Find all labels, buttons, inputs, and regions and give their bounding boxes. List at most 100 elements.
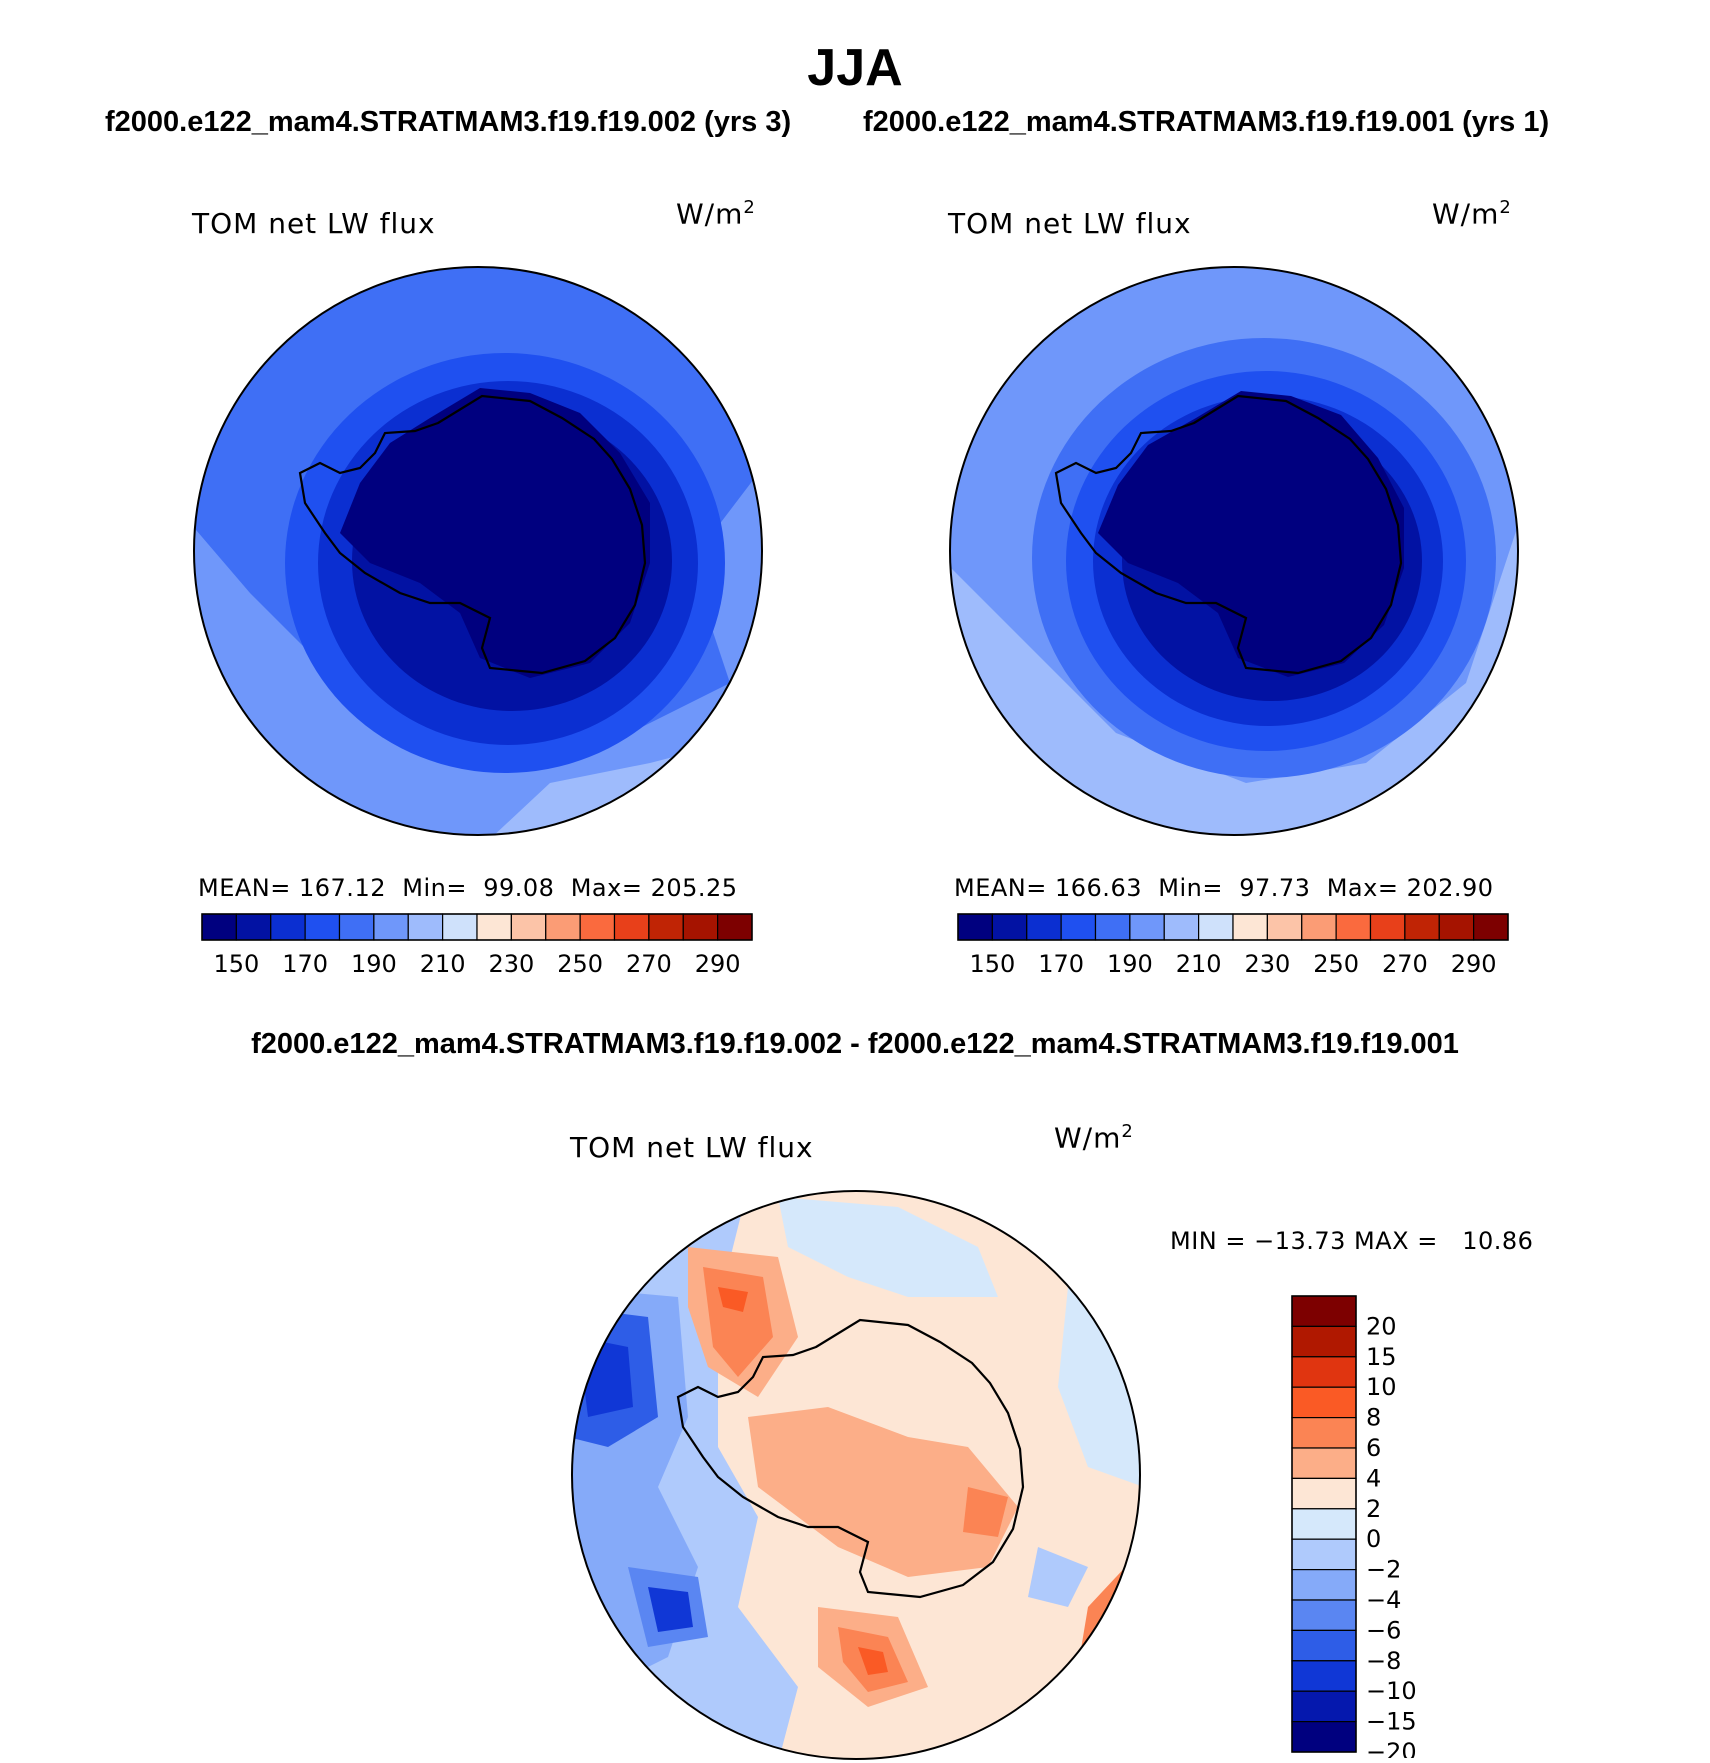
colorbar2-tick-label: 250: [1313, 950, 1359, 978]
colorbar1-tick-label: 230: [488, 950, 534, 978]
colorbar2-frame: [957, 913, 1509, 941]
colorbar3-tick-label: 4: [1366, 1464, 1381, 1492]
colorbar2-swatch: [1198, 913, 1234, 941]
colorbar1-swatch: [442, 913, 478, 941]
colorbar3-tick-label: 10: [1366, 1373, 1397, 1401]
colorbar1-swatch: [613, 913, 650, 941]
colorbar3-swatch: [1291, 1295, 1357, 1327]
plot1-stats: MEAN= 167.12 Min= 99.08 Max= 205.25: [198, 874, 738, 902]
plot3-stats: MIN = −13.73 MAX = 10.86: [1170, 1227, 1534, 1255]
colorbar1-frame: [201, 913, 753, 941]
plot3-region-nw-pos-8: [718, 1287, 748, 1312]
plot2-coastline: [1054, 394, 1403, 675]
colorbar2-tick-label: 230: [1244, 950, 1290, 978]
colorbar1-swatch: [201, 913, 237, 941]
colorbar1-swatch: [545, 913, 581, 941]
colorbar3-tick-label: −15: [1366, 1708, 1417, 1736]
plot3-coastline: [676, 1318, 1025, 1599]
colorbar1-swatch: [682, 913, 719, 941]
colorbar1-tick-label: 270: [626, 950, 672, 978]
colorbar3-tick-label: −2: [1366, 1556, 1401, 1584]
colorbar3-tick-label: 20: [1366, 1312, 1397, 1340]
colorbar3-swatch: [1291, 1660, 1357, 1692]
colorbar1-swatch: [407, 913, 444, 941]
colorbar2-swatch: [1473, 913, 1509, 941]
case-title-right: f2000.e122_mam4.STRATMAM3.f19.f19.001 (y…: [863, 106, 1550, 138]
colorbar2-swatch: [1438, 913, 1475, 941]
colorbar2-tick-label: 210: [1176, 950, 1222, 978]
case-title-left: f2000.e122_mam4.STRATMAM3.f19.f19.002 (y…: [105, 106, 792, 138]
colorbar3-swatch: [1291, 1447, 1357, 1479]
colorbar2-swatch: [1129, 913, 1165, 941]
colorbar2-swatch: [1232, 913, 1268, 941]
colorbar1-swatch: [510, 913, 547, 941]
colorbar3-tick-label: −10: [1366, 1677, 1417, 1705]
colorbar1-tick-label: 210: [420, 950, 466, 978]
colorbar2-swatch: [1404, 913, 1440, 941]
plot3-region-north-neg-2: [778, 1197, 998, 1297]
plot1-map-border: [193, 266, 763, 836]
colorbar2-swatch: [957, 913, 993, 941]
plot3-units: W/m2: [1054, 1121, 1134, 1155]
colorbar1-tick-label: 250: [557, 950, 603, 978]
colorbar1-swatch: [235, 913, 272, 941]
colorbar1-tick-label: 150: [213, 950, 259, 978]
colorbar3-swatch: [1291, 1538, 1357, 1571]
colorbar2-swatch: [991, 913, 1028, 941]
colorbar2-tick-label: 150: [969, 950, 1015, 978]
plot2-colorbar: 150 170 190 210 230 250 270 290: [957, 913, 1509, 978]
plot1-colorbar: 150 170 190 210 230 250 270 290: [201, 913, 753, 978]
colorbar3-tick-label: 2: [1366, 1495, 1381, 1523]
colorbar2-swatch: [1163, 913, 1200, 941]
colorbar1-tick-label: 170: [282, 950, 328, 978]
plot3-region-south-pos-8: [858, 1647, 888, 1675]
colorbar1-swatch: [717, 913, 753, 941]
plot1-coastline: [298, 394, 647, 675]
colorbar1-swatch: [373, 913, 409, 941]
plot2-map: [949, 266, 1519, 836]
plot2-title: TOM net LW flux: [948, 207, 1192, 240]
colorbar1-swatch: [270, 913, 306, 941]
colorbar3-swatch: [1291, 1721, 1357, 1753]
colorbar2-swatch: [1369, 913, 1406, 941]
colorbar3-tick-label: −6: [1366, 1616, 1401, 1644]
plot3-region-east-pos-6: [963, 1487, 1008, 1537]
colorbar3-swatch: [1291, 1356, 1357, 1388]
plot2-map-border: [949, 266, 1519, 836]
colorbar3-swatch: [1291, 1386, 1357, 1419]
diff-title: f2000.e122_mam4.STRATMAM3.f19.f19.002 - …: [251, 1028, 1459, 1060]
colorbar3-swatch: [1291, 1508, 1357, 1540]
colorbar3-swatch: [1291, 1690, 1357, 1723]
colorbar1-tick-label: 290: [695, 950, 741, 978]
colorbar2-swatch: [1026, 913, 1062, 941]
colorbar2-swatch: [1060, 913, 1097, 941]
colorbar2-tick-label: 270: [1382, 950, 1428, 978]
main-title: JJA: [807, 39, 903, 97]
plot2-stats: MEAN= 166.63 Min= 97.73 Max= 202.90: [954, 874, 1494, 902]
colorbar3-swatch: [1291, 1416, 1357, 1449]
colorbar3-tick-label: −20: [1366, 1738, 1417, 1758]
plot2-region-interior: [1098, 391, 1404, 677]
plot3-region-east-neg-4: [1028, 1547, 1088, 1607]
colorbar3-tick-label: −8: [1366, 1647, 1401, 1675]
plot1-title: TOM net LW flux: [192, 207, 436, 240]
colorbar1-swatch: [304, 913, 341, 941]
colorbar2-swatch: [1094, 913, 1131, 941]
colorbar2-tick-label: 170: [1038, 950, 1084, 978]
plot2-units: W/m2: [1432, 197, 1512, 231]
colorbar3-swatch: [1291, 1599, 1357, 1631]
plot1-units: W/m2: [676, 197, 756, 231]
colorbar2-swatch: [1301, 913, 1337, 941]
plot3-region-sw-neg-10: [648, 1587, 693, 1632]
colorbar3-swatch: [1291, 1477, 1357, 1510]
colorbar1-swatch: [579, 913, 616, 941]
plot3-map: [571, 1190, 1141, 1760]
colorbar1-swatch: [476, 913, 512, 941]
colorbar3-tick-label: 0: [1366, 1525, 1381, 1553]
plot1-region-interior: [340, 388, 650, 678]
colorbar3-swatch: [1291, 1325, 1357, 1358]
colorbar3-tick-label: 8: [1366, 1404, 1381, 1432]
colorbar1-swatch: [338, 913, 375, 941]
colorbar2-tick-label: 290: [1451, 950, 1497, 978]
